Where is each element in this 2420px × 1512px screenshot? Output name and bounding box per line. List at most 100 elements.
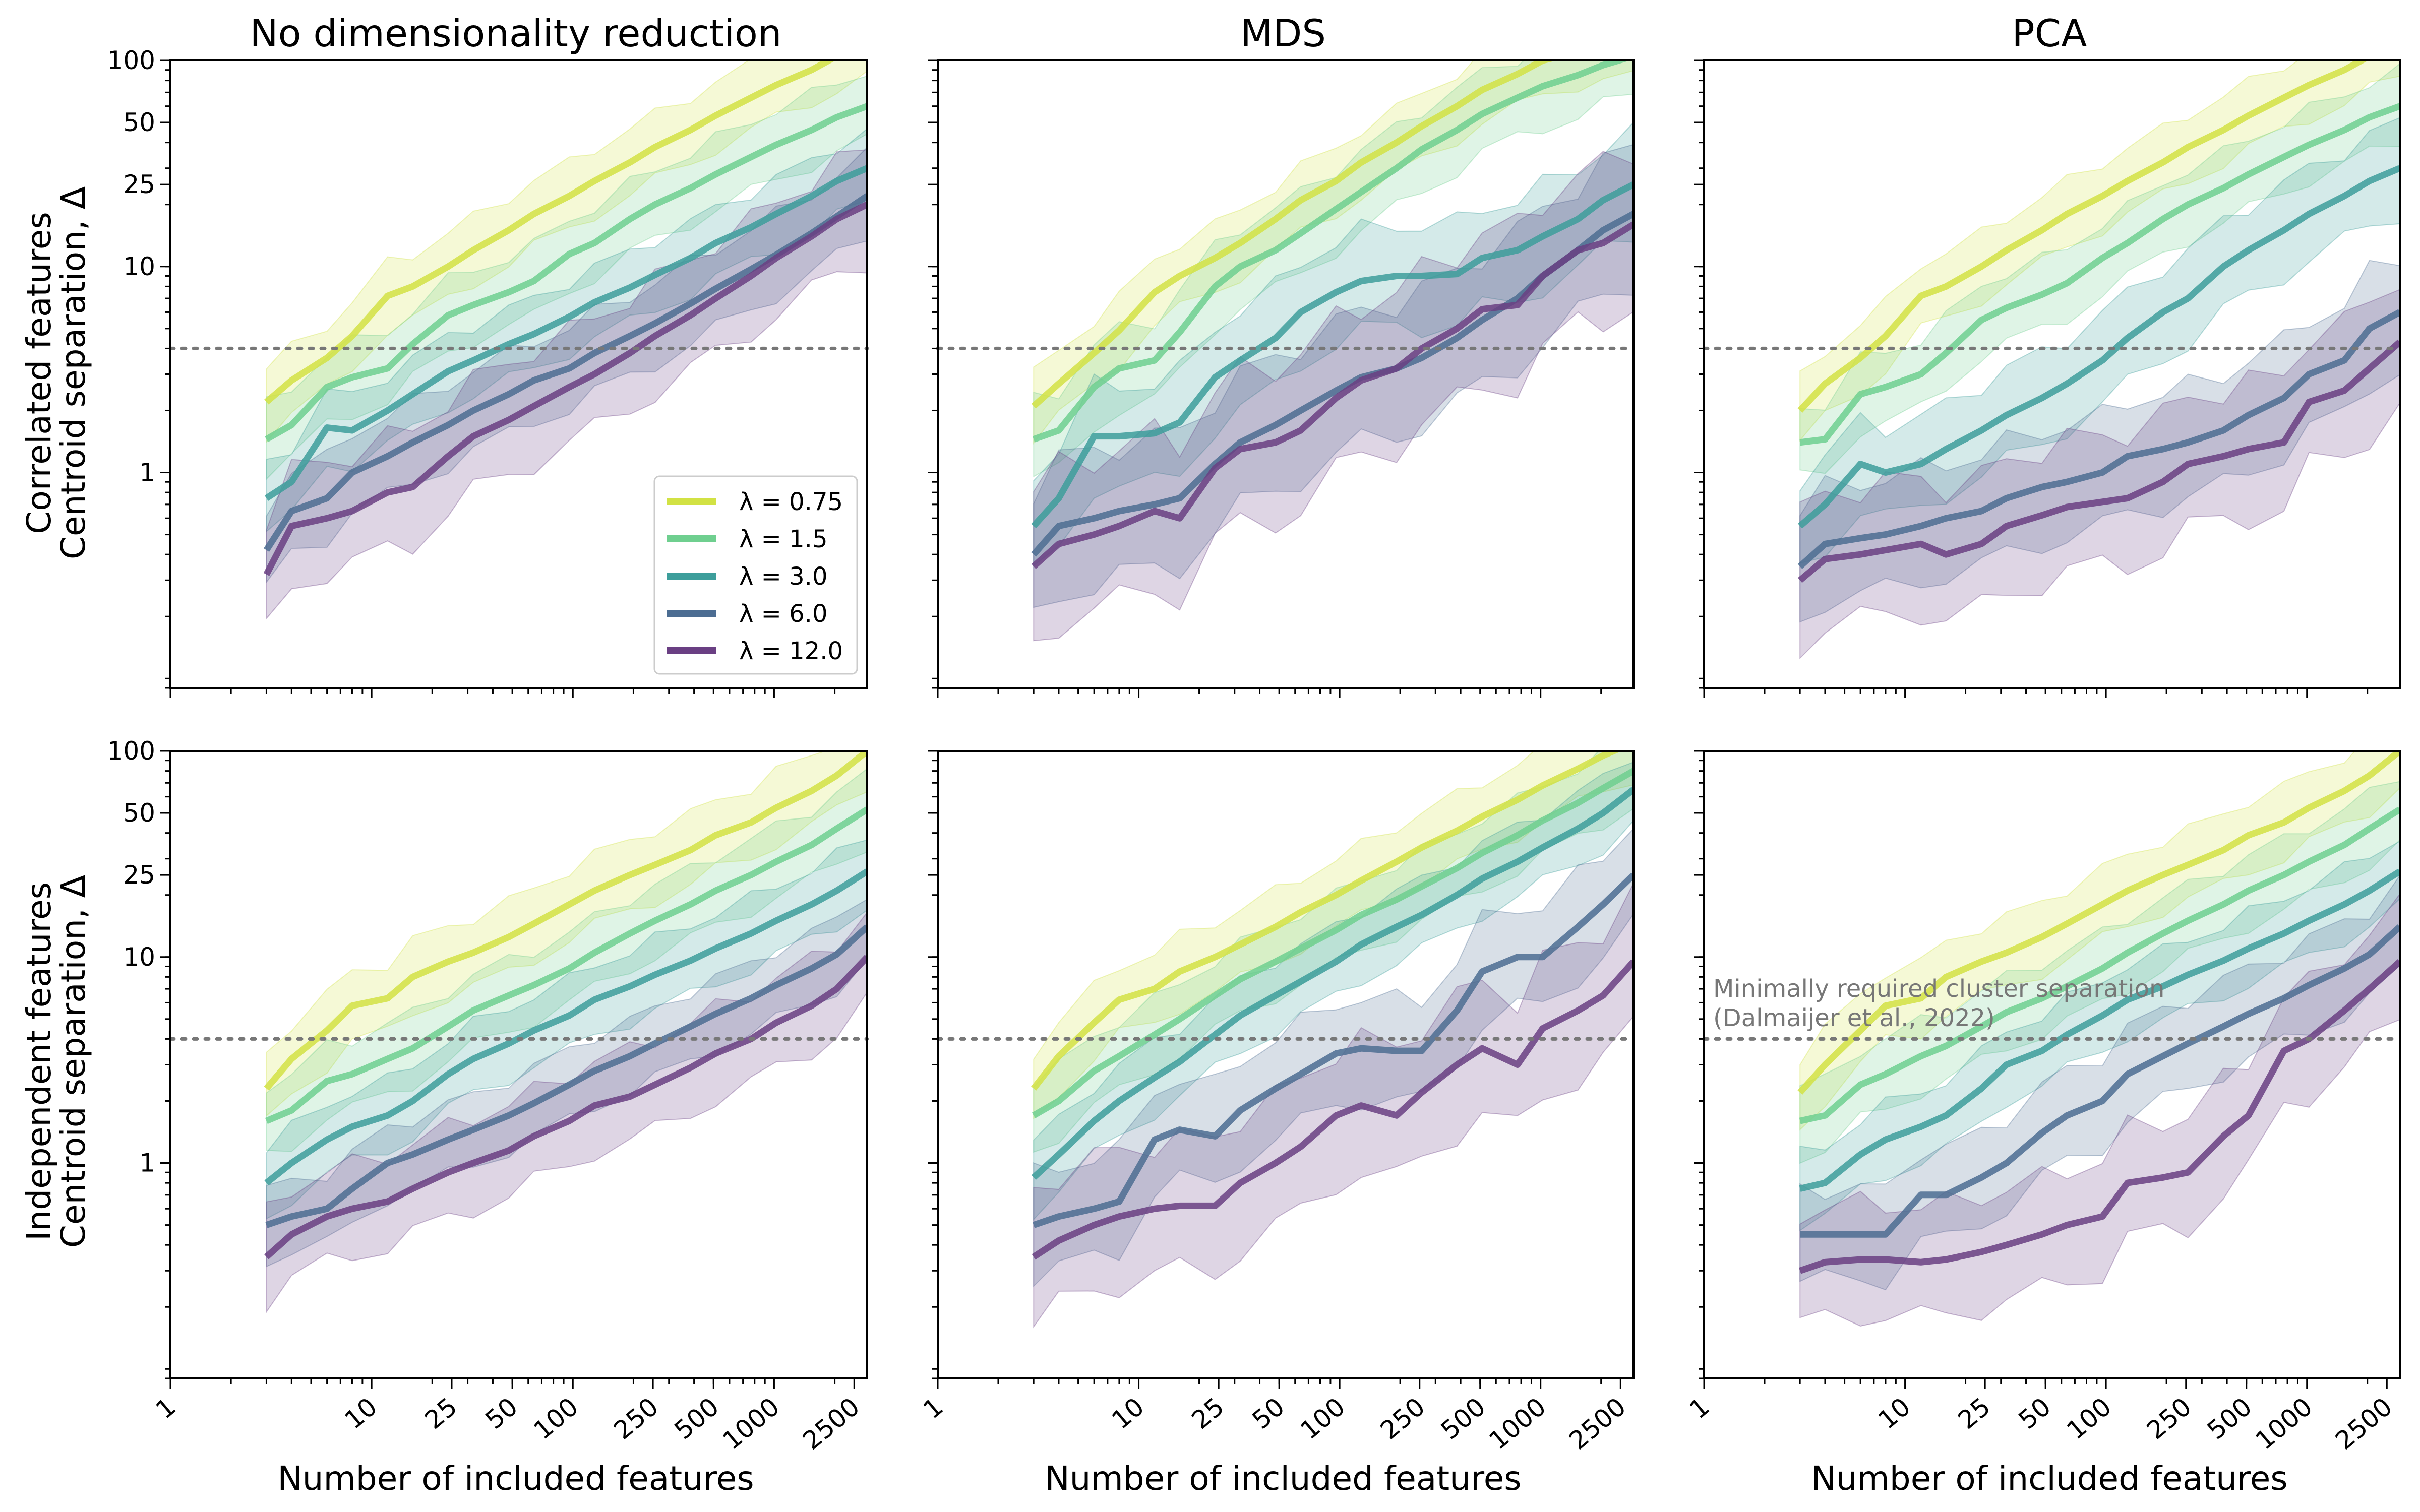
series-line-2 <box>1797 165 2400 529</box>
x-tick-label: 100 <box>528 1392 584 1445</box>
series-line-0 <box>1797 60 2369 413</box>
legend-label-4: λ = 12.0 <box>739 637 843 665</box>
band-2 <box>1799 840 2400 1232</box>
ylabel-independent: Centroid separation, Δ <box>54 875 93 1248</box>
y-tick-label: 100 <box>107 46 155 75</box>
plot-area <box>264 751 867 1314</box>
x-tick-label: 50 <box>1247 1392 1290 1435</box>
annotation-line2: (Dalmaijer et al., 2022) <box>1713 1004 1995 1032</box>
legend-label-0: λ = 0.75 <box>739 488 843 516</box>
x-tick-label: 250 <box>1375 1392 1430 1445</box>
y-tick-label: 10 <box>123 252 155 281</box>
band-0 <box>266 60 867 444</box>
row-label-independent: Independent features <box>20 882 58 1241</box>
band-3 <box>1799 874 2400 1291</box>
band-0 <box>1799 60 2400 442</box>
legend-label-2: λ = 3.0 <box>739 562 827 591</box>
series-line-3 <box>1800 924 2400 1238</box>
panel-0-2 <box>1694 59 2402 698</box>
row-label-correlated: Correlated features <box>20 212 58 534</box>
y-tick-label: 100 <box>107 736 155 766</box>
x-tick-label: 25 <box>1186 1392 1230 1435</box>
col-title-mds: MDS <box>1240 11 1326 55</box>
x-tick-label: 100 <box>1295 1392 1350 1445</box>
x-tick-label: 50 <box>480 1392 523 1435</box>
x-tick-label: 25 <box>419 1392 463 1435</box>
x-tick-label: 1 <box>1684 1392 1715 1425</box>
series-line-2 <box>264 868 867 1186</box>
y-tick-label: 1 <box>139 1149 155 1178</box>
y-tick-label: 50 <box>123 798 155 828</box>
x-tick-label: 100 <box>2061 1392 2116 1445</box>
x-tick-label: 10 <box>1872 1392 1916 1435</box>
band-0 <box>1033 60 1634 445</box>
x-tick-label: 1 <box>150 1392 182 1425</box>
y-tick-label: 25 <box>123 860 155 890</box>
x-tick-label: 25 <box>1953 1392 1996 1435</box>
series-line-4 <box>1798 339 2400 583</box>
series-line-3 <box>1797 309 2400 569</box>
band-2 <box>266 128 867 533</box>
band-0 <box>266 751 867 1117</box>
y-tick-label: 25 <box>123 170 155 199</box>
series-line-1 <box>1799 806 2400 1124</box>
band-2 <box>266 839 867 1220</box>
x-tick-label: 2500 <box>1563 1392 1631 1456</box>
series-line-3 <box>265 924 867 1228</box>
series-line-0 <box>1031 60 1557 409</box>
series-line-4 <box>263 201 867 576</box>
band-4 <box>1033 883 1634 1329</box>
series-line-0 <box>264 751 867 1091</box>
plot-area <box>1031 60 1634 642</box>
plot-area <box>1797 751 2400 1327</box>
x-tick-label: 2500 <box>2330 1392 2398 1456</box>
y-tick-label: 10 <box>123 942 155 972</box>
legend-label-1: λ = 1.5 <box>739 525 827 553</box>
band-1 <box>1799 63 2400 474</box>
series-line-1 <box>1033 60 1630 443</box>
series-line-2 <box>264 165 867 501</box>
x-tick-label: 1000 <box>2250 1392 2318 1456</box>
x-tick-label: 1 <box>918 1392 949 1425</box>
series-line-3 <box>1033 872 1634 1228</box>
series-line-0 <box>264 60 836 405</box>
band-1 <box>266 768 867 1152</box>
series-line-4 <box>1031 221 1634 569</box>
series-line-3 <box>263 193 867 552</box>
series-line-1 <box>1799 103 2400 446</box>
col-title-no-reduction: No dimensionality reduction <box>250 11 782 55</box>
band-0 <box>1033 751 1634 1120</box>
xlabel-col3: Number of included features <box>1811 1459 2287 1498</box>
x-tick-label: 250 <box>2141 1392 2197 1445</box>
legend-frame <box>653 475 858 675</box>
legend: λ = 0.75 λ = 1.5 λ = 3.0 λ = 6.0 λ = 12.… <box>653 475 858 675</box>
series-line-0 <box>1797 751 2400 1095</box>
series-line-2 <box>1031 787 1634 1180</box>
series-line-1 <box>1032 768 1634 1118</box>
panel-0-1 <box>928 59 1636 698</box>
y-tick-label: 1 <box>139 458 155 487</box>
x-tick-label: 250 <box>608 1392 663 1445</box>
annotation-line1: Minimally required cluster separation <box>1713 975 2164 1003</box>
x-tick-label: 50 <box>2013 1392 2056 1435</box>
x-tick-label: 2500 <box>797 1392 865 1456</box>
x-tick-label: 500 <box>2202 1392 2257 1445</box>
plot-area <box>1031 751 1634 1329</box>
plot-area <box>1797 60 2400 660</box>
xlabel-col1: Number of included features <box>277 1459 754 1498</box>
band-4 <box>266 149 867 620</box>
col-title-pca: PCA <box>2012 11 2087 55</box>
band-2 <box>1033 121 1634 567</box>
x-tick-label: 1000 <box>717 1392 785 1456</box>
series-line-1 <box>265 806 867 1124</box>
xlabel-col2: Number of included features <box>1045 1459 1521 1498</box>
plot-area <box>263 60 867 620</box>
series-line-4 <box>1799 959 2400 1274</box>
band-3 <box>1799 260 2400 623</box>
band-0 <box>1799 751 2400 1131</box>
